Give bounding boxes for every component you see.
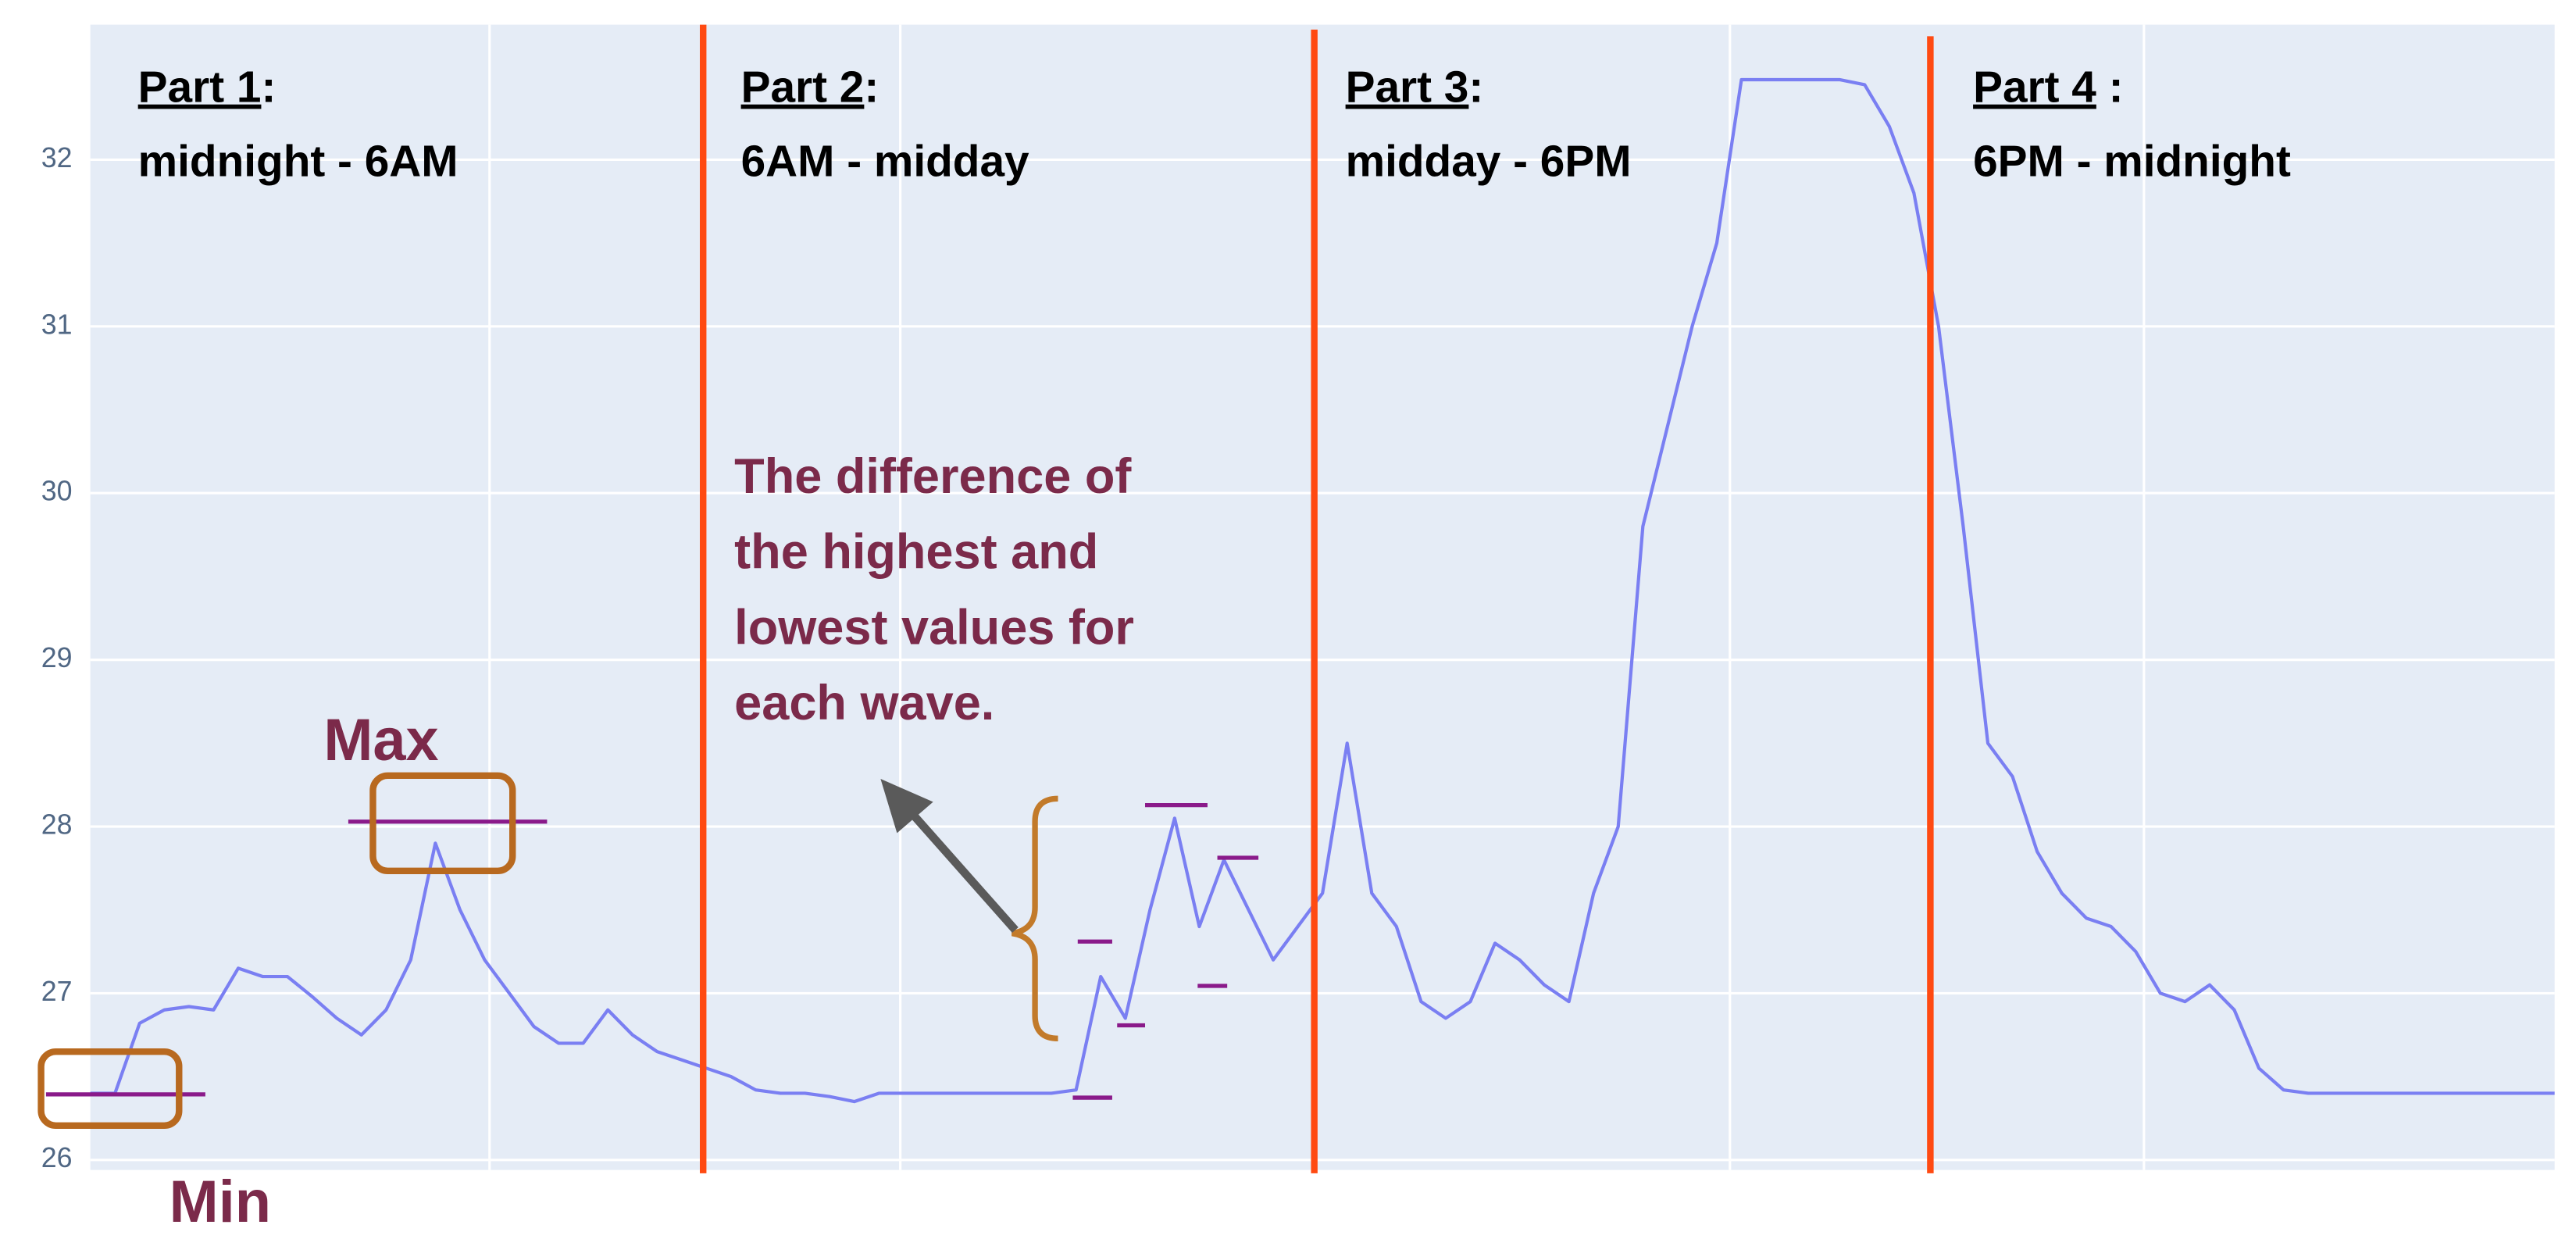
y-tick-label: 29 xyxy=(41,642,73,673)
y-tick-label: 27 xyxy=(41,976,73,1007)
part-title: Part 3: xyxy=(1346,63,1484,112)
part-range: 6AM - midday xyxy=(741,137,1029,186)
data-line xyxy=(90,77,2555,1104)
note-line: lowest values for xyxy=(734,600,1134,655)
annotations: Max Min xyxy=(37,24,1934,1235)
part-title: Part 4 : xyxy=(1973,63,2123,112)
note-line: the highest and xyxy=(734,525,1098,580)
part-title: Part 2: xyxy=(741,63,879,112)
part-name: Part 1 xyxy=(138,63,262,112)
part-name: Part 2 xyxy=(741,63,865,112)
plot-area xyxy=(90,24,2555,1170)
part-sep: : xyxy=(2096,63,2124,112)
part-title: Part 1: xyxy=(138,63,277,112)
part-sep: : xyxy=(864,63,879,112)
part-sep: : xyxy=(1468,63,1483,112)
min-label: Min xyxy=(169,1169,271,1235)
y-tick-label: 32 xyxy=(41,142,73,173)
max-box xyxy=(369,772,516,875)
part-name: Part 3 xyxy=(1346,63,1469,112)
max-label: Max xyxy=(323,707,438,773)
part-sep: : xyxy=(261,63,276,112)
min-box xyxy=(37,1048,183,1130)
arrow-head xyxy=(880,779,933,834)
part-range: midnight - 6AM xyxy=(138,137,458,186)
note-line: The difference of xyxy=(734,449,1132,504)
grid xyxy=(488,24,2146,1170)
y-tick-label: 30 xyxy=(41,476,73,507)
y-tick-label: 31 xyxy=(41,309,73,340)
y-tick-label: 28 xyxy=(41,809,73,840)
brace xyxy=(1011,795,1058,1042)
y-tick-label: 26 xyxy=(41,1142,73,1173)
part-name: Part 4 xyxy=(1973,63,2096,112)
part-range: 6PM - midnight xyxy=(1973,137,2291,186)
part-range: midday - 6PM xyxy=(1346,137,1632,186)
note-line: each wave. xyxy=(734,676,994,730)
arrow-shaft xyxy=(910,812,1019,934)
